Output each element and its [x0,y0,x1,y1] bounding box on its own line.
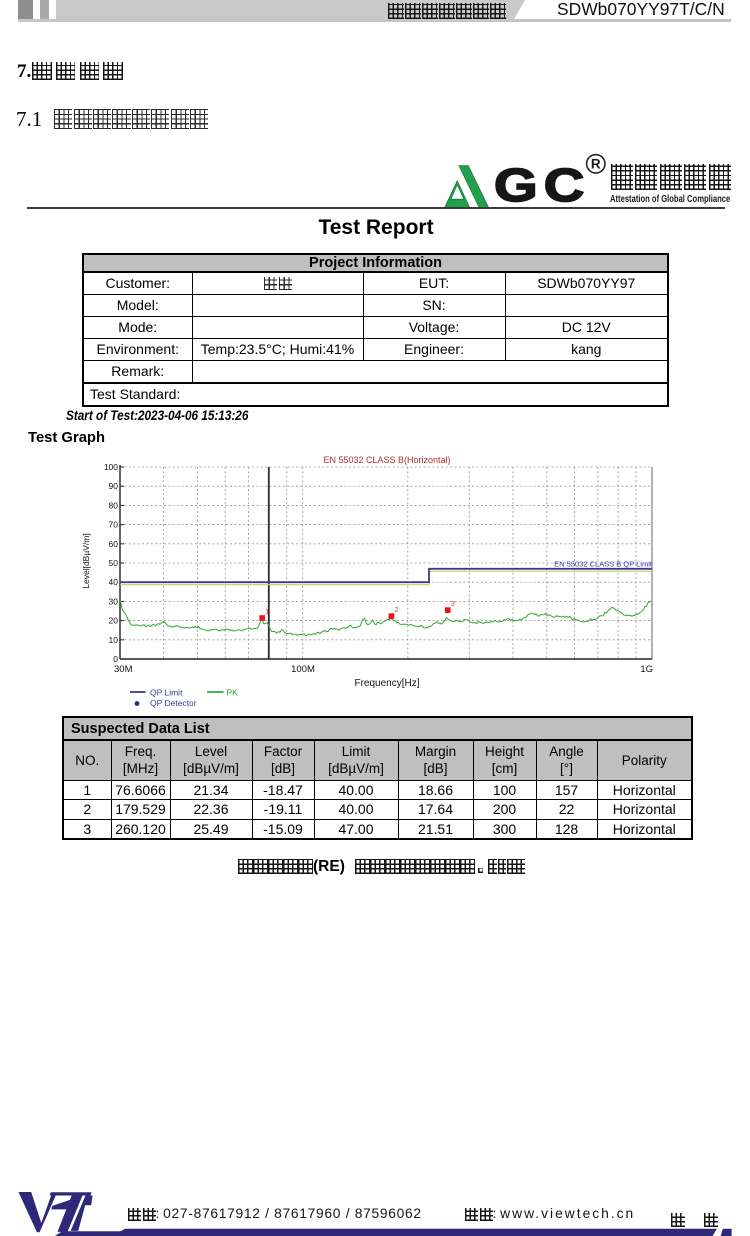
svg-text:3: 3 [451,601,455,608]
svg-text:50: 50 [109,558,119,568]
svg-text:60: 60 [109,539,119,549]
svg-text:40: 40 [109,577,119,587]
svg-text:20: 20 [109,616,119,626]
svg-text:30: 30 [109,596,119,606]
svg-text:QP Detector: QP Detector [150,698,197,708]
svg-text:10: 10 [109,635,119,645]
svg-text:2: 2 [395,607,399,614]
svg-text:PK: PK [227,687,239,697]
svg-text:R: R [591,157,601,172]
svg-text:90: 90 [109,481,119,491]
svg-text:QP Limit: QP Limit [150,687,183,697]
svg-text:1: 1 [265,609,269,616]
svg-text:80: 80 [109,500,119,510]
svg-text:Level[dBµV/m]: Level[dBµV/m] [81,533,91,588]
svg-text:Frequency[Hz]: Frequency[Hz] [354,678,419,689]
svg-text:100: 100 [104,462,118,472]
svg-text:0: 0 [113,654,118,664]
svg-text:1G: 1G [640,664,653,675]
svg-text:30M: 30M [114,664,133,675]
svg-text:70: 70 [109,520,119,530]
svg-text:EN 55032 CLASS B QP Limit: EN 55032 CLASS B QP Limit [554,559,653,568]
svg-text:EN 55032 CLASS B(Horizontal): EN 55032 CLASS B(Horizontal) [323,455,450,465]
svg-text:100M: 100M [291,664,315,675]
